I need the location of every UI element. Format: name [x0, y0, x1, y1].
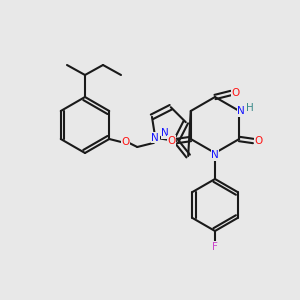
Text: N: N — [152, 133, 159, 143]
Text: O: O — [121, 137, 129, 147]
Text: O: O — [232, 88, 240, 98]
Text: O: O — [168, 136, 176, 146]
Text: O: O — [254, 136, 262, 146]
Text: N: N — [161, 128, 169, 138]
Text: F: F — [212, 242, 218, 252]
Text: N: N — [237, 106, 245, 116]
Text: H: H — [246, 103, 254, 113]
Text: N: N — [211, 150, 219, 160]
